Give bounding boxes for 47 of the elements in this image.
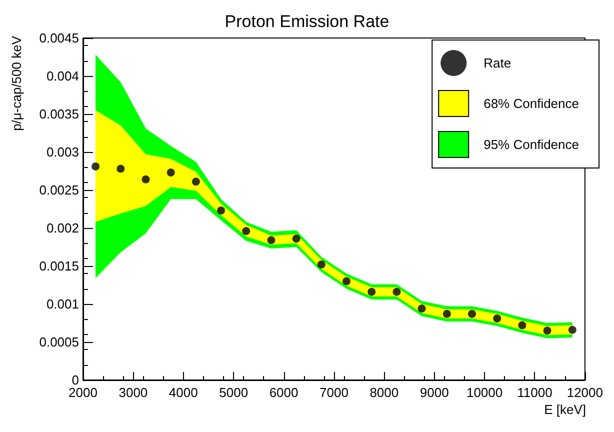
point [92, 162, 100, 170]
point [192, 178, 200, 186]
x-tick-label: 3000 [118, 385, 148, 400]
y-tick-label: 0.0015 [39, 258, 79, 274]
y-tick-label: 0.0035 [39, 106, 79, 122]
legend-label: 68% Confidence [484, 96, 580, 111]
point [142, 175, 150, 184]
point [242, 227, 250, 236]
legend-label: Rate [484, 56, 512, 70]
x-tick-label: 7000 [320, 385, 348, 400]
y-tick-label: 0.0005 [39, 334, 79, 350]
point [342, 277, 351, 286]
point [217, 206, 226, 215]
y-tick-label: 0 [72, 372, 79, 388]
chart-title: Proton Emission Rate [224, 12, 390, 31]
y-tick-label: 0.003 [46, 144, 79, 160]
y-tick-label: 0.0025 [39, 182, 79, 198]
point [368, 288, 376, 296]
point [267, 236, 276, 244]
x-tick-label: 8000 [370, 385, 399, 400]
y-tick-label: 0.001 [46, 296, 79, 312]
x-tick-label: 2000 [68, 385, 98, 400]
point [166, 168, 175, 177]
point [518, 321, 526, 330]
point [317, 260, 326, 268]
x-tick-label: 9000 [420, 385, 449, 400]
point [418, 304, 426, 313]
point [116, 164, 125, 173]
point [468, 310, 476, 318]
point [442, 310, 451, 318]
x-tick-label: 6000 [269, 385, 298, 400]
point [292, 234, 300, 243]
point [543, 326, 552, 335]
y-tick-label: 0.002 [46, 220, 79, 236]
x-tick-label: 4000 [168, 385, 198, 400]
legend-label: 95% Confidence [484, 137, 580, 152]
point [568, 326, 576, 334]
x-tick-label: 10000 [466, 385, 503, 400]
x-tick-label: 5000 [219, 385, 248, 400]
x-tick-label: 11000 [517, 385, 552, 400]
point [493, 314, 502, 322]
x-tick-label: 12000 [566, 385, 604, 400]
point [392, 288, 401, 296]
y-axis-title: p/μ-cap/500 keV [9, 36, 24, 131]
x-axis-title: E [keV] [544, 402, 586, 417]
y-tick-label: 0.0045 [39, 30, 79, 46]
y-tick-label: 0.004 [46, 68, 79, 84]
